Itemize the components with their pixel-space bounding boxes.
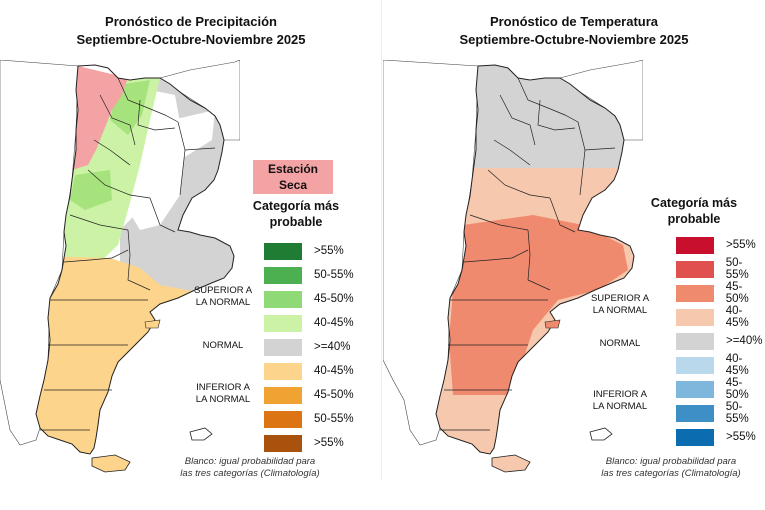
- legend-swatch: [264, 410, 302, 428]
- malvinas-islands: [189, 427, 213, 441]
- legend-label: 45-50%: [314, 293, 354, 305]
- legend-label: 50-55%: [725, 401, 749, 425]
- panel-divider: [381, 0, 382, 480]
- legend-swatch: [676, 380, 714, 398]
- legend-label: 40-45%: [725, 305, 749, 329]
- legend-row: >=40%: [264, 337, 350, 357]
- legend-row: 50-55%: [676, 257, 765, 281]
- precip-superior-label: SUPERIOR A LA NORMAL: [193, 285, 253, 308]
- legend-swatch: [676, 356, 714, 374]
- legend-swatch: [264, 386, 302, 404]
- legend-row: 40-45%: [676, 353, 765, 377]
- legend-row: 40-45%: [264, 313, 354, 333]
- legend-swatch: [264, 314, 302, 332]
- legend-label: 40-45%: [314, 365, 354, 377]
- legend-label: >=40%: [726, 335, 763, 347]
- legend-row: 40-45%: [676, 305, 765, 329]
- legend-row: >55%: [264, 433, 344, 453]
- legend-label: >55%: [314, 437, 344, 449]
- legend-swatch: [264, 362, 302, 380]
- precip-title: Pronóstico de Precipitación: [105, 14, 277, 29]
- legend-label: 45-50%: [725, 281, 749, 305]
- legend-row: 50-55%: [676, 401, 765, 425]
- legend-row: >55%: [676, 235, 756, 255]
- legend-swatch: [676, 428, 714, 446]
- legend-row: 45-50%: [264, 385, 354, 405]
- legend-label: 50-55%: [314, 269, 354, 281]
- legend-swatch: [264, 434, 302, 452]
- legend-row: >55%: [676, 427, 756, 447]
- precip-subtitle: Septiembre-Octubre-Noviembre 2025: [76, 32, 306, 47]
- temp-subtitle: Septiembre-Octubre-Noviembre 2025: [459, 32, 689, 47]
- legend-label: 45-50%: [725, 377, 749, 401]
- legend-swatch: [264, 266, 302, 284]
- dry-season-label: Estación Seca: [253, 160, 333, 194]
- legend-row: 45-50%: [676, 281, 765, 305]
- legend-label: >55%: [314, 245, 344, 257]
- legend-label: 40-45%: [725, 353, 749, 377]
- temp-inferior-label: INFERIOR A LA NORMAL: [592, 389, 648, 412]
- legend-swatch: [676, 260, 714, 278]
- legend-label: >55%: [726, 239, 756, 251]
- legend-label: 40-45%: [314, 317, 354, 329]
- legend-swatch: [676, 404, 714, 422]
- malvinas-islands: [589, 427, 613, 441]
- legend-swatch: [676, 308, 714, 326]
- temperature-map: [383, 60, 643, 473]
- legend-row: >=40%: [676, 331, 762, 351]
- legend-row: 50-55%: [264, 265, 354, 285]
- legend-label: >55%: [726, 431, 756, 443]
- precip-inferior-label: INFERIOR A LA NORMAL: [195, 382, 251, 405]
- legend-label: 45-50%: [314, 389, 354, 401]
- legend-row: 45-50%: [264, 289, 354, 309]
- temp-footnote: Blanco: igual probabilidad para las tres…: [601, 456, 741, 479]
- temp-legend-title: Categoría más probable: [650, 196, 738, 226]
- legend-label: 50-55%: [725, 257, 749, 281]
- legend-row: >55%: [264, 241, 344, 261]
- temp-title: Pronóstico de Temperatura: [489, 14, 659, 29]
- legend-row: 45-50%: [676, 377, 765, 401]
- temp-normal-label: NORMAL: [599, 338, 641, 349]
- temp-superior-label: SUPERIOR A LA NORMAL: [590, 293, 650, 316]
- legend-swatch: [264, 338, 302, 356]
- precip-normal-label: NORMAL: [202, 340, 244, 351]
- tierra-del-fuego: [491, 454, 531, 473]
- province-borders: [440, 77, 616, 431]
- precipitation-map: [0, 60, 240, 473]
- legend-swatch: [264, 242, 302, 260]
- legend-swatch: [676, 236, 714, 254]
- province-borders: [40, 77, 216, 431]
- tierra-del-fuego: [91, 454, 131, 473]
- legend-label: >=40%: [314, 341, 351, 353]
- precipitation-panel: Pronóstico de Precipitación Septiembre-O…: [0, 0, 382, 495]
- legend-swatch: [676, 332, 714, 350]
- legend-swatch: [676, 284, 714, 302]
- precip-footnote: Blanco: igual probabilidad para las tres…: [180, 456, 320, 479]
- temperature-panel: Pronóstico de Temperatura Septiembre-Oct…: [383, 0, 765, 495]
- precip-legend-title: Categoría más probable: [252, 199, 340, 229]
- legend-swatch: [264, 290, 302, 308]
- legend-row: 40-45%: [264, 361, 354, 381]
- legend-row: 50-55%: [264, 409, 354, 429]
- legend-label: 50-55%: [314, 413, 354, 425]
